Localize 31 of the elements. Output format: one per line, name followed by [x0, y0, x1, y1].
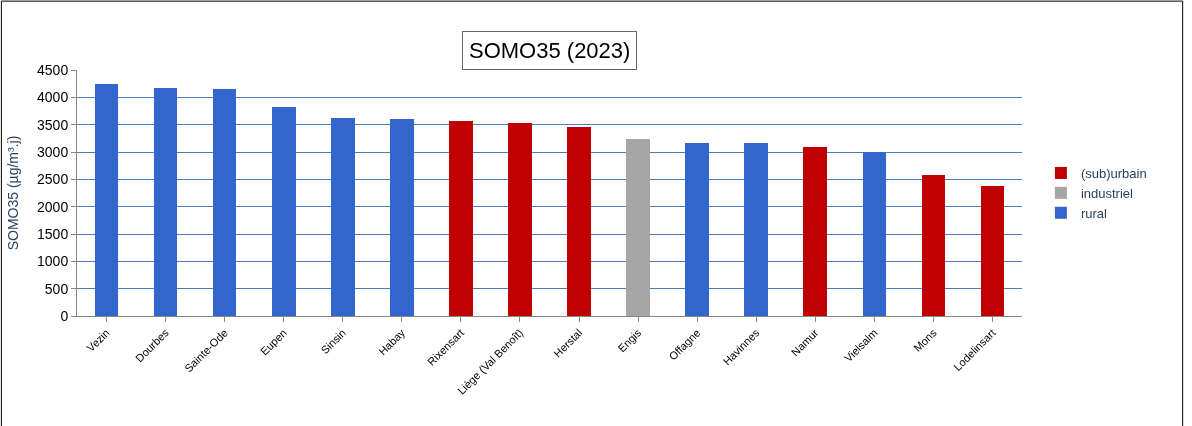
bar [449, 121, 473, 316]
bar [567, 127, 591, 316]
y-tick-label: 4500 [37, 61, 69, 78]
bar [803, 147, 828, 316]
bar [980, 186, 1005, 316]
bar [153, 88, 178, 316]
bar [744, 142, 769, 316]
chart-title: SOMO35 (2023) [469, 38, 631, 63]
y-tick-label: 0 [60, 307, 69, 324]
bar [626, 139, 650, 316]
legend-label: rural [1080, 205, 1108, 221]
bar [508, 123, 532, 316]
y-tick-label: 1500 [37, 225, 69, 242]
y-tick-label: 3500 [37, 116, 69, 133]
bar [94, 84, 119, 316]
legend-label: (sub)urbain [1080, 166, 1147, 182]
y-tick-label: 1000 [37, 253, 69, 270]
legend-label: industriel [1080, 185, 1134, 201]
bar [921, 174, 946, 316]
bar [685, 142, 709, 316]
y-tick-label: 2000 [37, 198, 69, 215]
bar [271, 107, 296, 316]
y-tick-label: 500 [44, 280, 69, 297]
bar [330, 118, 355, 316]
bar [212, 89, 237, 316]
y-tick-label: 4000 [37, 89, 69, 106]
y-axis-title: SOMO35 (µg/m³.j) [4, 135, 21, 251]
bar [862, 152, 887, 316]
y-tick-label: 2500 [37, 171, 69, 188]
bar [390, 119, 414, 316]
y-tick-label: 3000 [37, 143, 69, 160]
